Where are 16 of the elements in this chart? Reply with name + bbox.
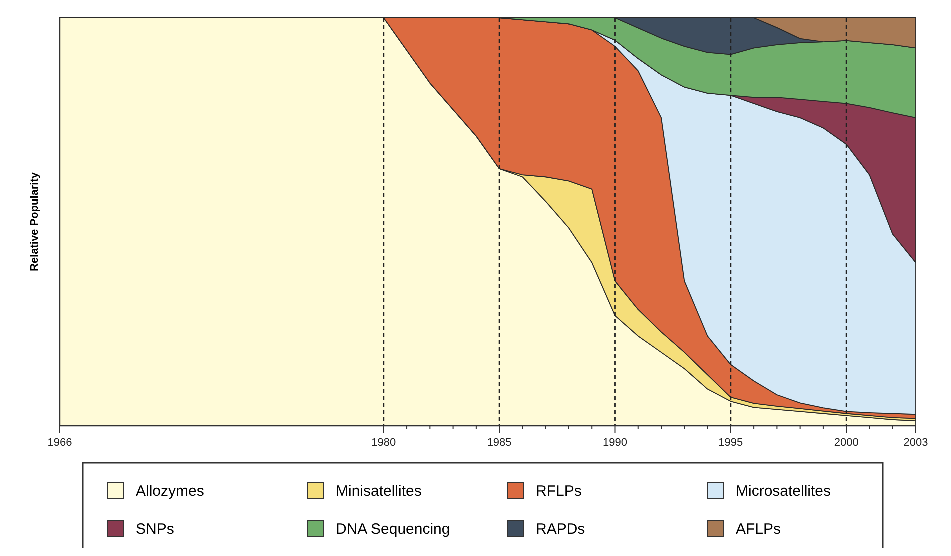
legend-label: SNPs	[136, 521, 174, 538]
legend-label: Minisatellites	[336, 483, 422, 500]
x-tick-label: 1985	[487, 437, 512, 449]
x-tick-label: 2003	[904, 437, 928, 449]
x-tick-label: 1966	[48, 437, 72, 449]
legend-label: AFLPs	[736, 521, 782, 538]
legend-label: DNA Sequencing	[336, 521, 450, 538]
y-axis-title: Relative Popularity	[29, 172, 41, 272]
x-tick-label: 1980	[372, 437, 396, 449]
legend-label: Microsatellites	[736, 483, 832, 500]
legend-label: Allozymes	[136, 483, 204, 500]
legend-label: RAPDs	[536, 521, 586, 538]
legend-label: RFLPs	[536, 483, 582, 500]
x-tick-label: 1995	[718, 437, 744, 449]
x-tick-label: 1990	[603, 437, 628, 449]
x-tick-label: 2000	[834, 437, 859, 449]
